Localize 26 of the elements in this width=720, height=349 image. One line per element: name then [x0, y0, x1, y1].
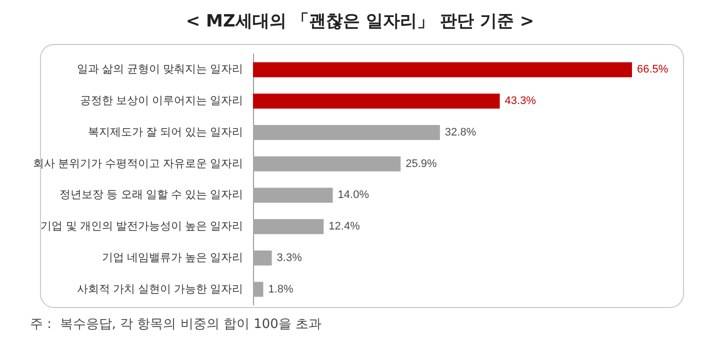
bar — [253, 250, 272, 266]
bar — [253, 94, 500, 109]
bar — [253, 124, 440, 140]
data-label: 14.0% — [338, 189, 370, 202]
chart-title: < MZ세대의 「괜찮은 일자리」 판단 기준 > — [186, 12, 534, 32]
data-label: 43.3% — [504, 95, 536, 108]
data-label: 25.9% — [406, 158, 438, 170]
bar — [253, 282, 264, 297]
data-label: 3.3% — [276, 252, 302, 264]
y-tick-label: 공정한 보상이 이루어지는 일자리 — [80, 95, 243, 108]
y-tick-label: 기업 및 개인의 발전가능성이 높은 일자리 — [40, 220, 243, 233]
y-tick-label: 정년보장 등 오래 일할 수 있는 일자리 — [60, 189, 243, 202]
y-tick-label: 복지제도가 잘 되어 있는 일자리 — [88, 126, 243, 138]
bar — [253, 62, 632, 78]
y-tick-label: 기업 네임밸류가 높은 일자리 — [102, 252, 243, 264]
bar — [253, 219, 324, 234]
y-tick-label: 일과 삶의 균형이 맞춰지는 일자리 — [76, 64, 243, 76]
y-tick-label: 사회적 가치 실현이 가능한 일자리 — [76, 283, 243, 296]
data-label: 1.8% — [268, 283, 294, 296]
data-label: 66.5% — [637, 64, 668, 76]
data-label: 12.4% — [328, 220, 360, 233]
bar — [253, 188, 333, 203]
data-label: 32.8% — [444, 126, 476, 138]
bar — [253, 156, 401, 172]
y-tick-label: 회사 분위기가 수평적이고 자유로운 일자리 — [32, 158, 243, 170]
text: 주 : 복수응답, 각 항목의 비중의 합이 100을 초과 — [30, 317, 322, 332]
